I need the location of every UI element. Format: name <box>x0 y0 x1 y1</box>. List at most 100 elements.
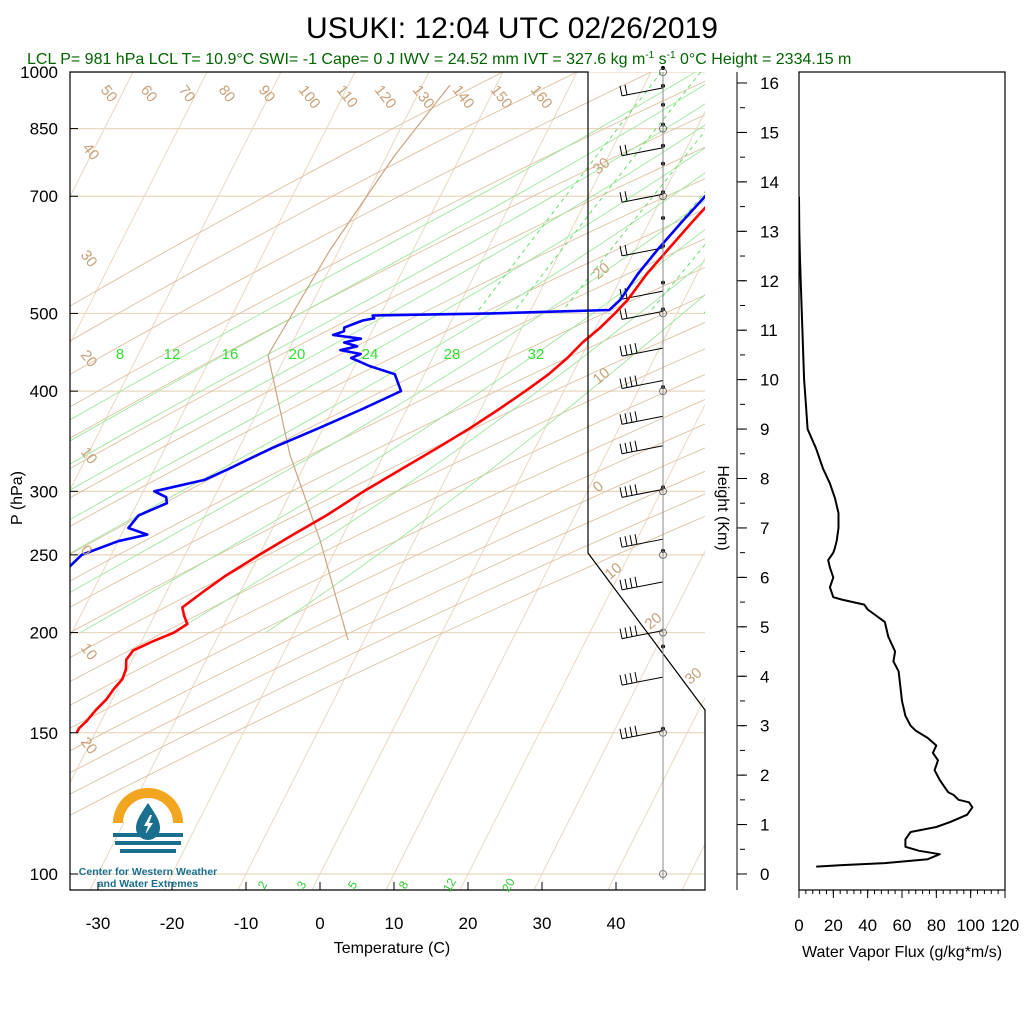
x-tick-label: -10 <box>234 914 259 933</box>
y-tick-label: 400 <box>30 382 58 401</box>
wind-barb <box>619 84 664 97</box>
dry-adiabat-line <box>70 447 705 752</box>
dry-adiabat-line <box>70 470 705 774</box>
wind-barb-feather <box>629 412 633 423</box>
mixing-ratio-label: 28 <box>444 346 461 363</box>
flux-frame <box>798 71 1006 891</box>
flux-line <box>799 196 974 868</box>
y-tick-label: 500 <box>30 304 58 323</box>
wind-barb-feather <box>629 672 633 684</box>
moist-adiabat-line <box>70 72 696 421</box>
isotherm-label: 20 <box>77 734 101 758</box>
dry-adiabat-line <box>70 238 705 555</box>
wind-barb-feather <box>624 345 628 356</box>
logo-text-line1: Center for Western Weather <box>79 866 217 878</box>
flux-x-tick-label: 40 <box>858 916 877 935</box>
mixing-ratio-label: 24 <box>362 346 379 363</box>
wind-barb-feather <box>634 725 638 736</box>
mixing-ratio-label: 8 <box>116 346 124 363</box>
isotherm-label-right: 30 <box>682 664 706 688</box>
isotherm-label-right: 0 <box>590 478 607 496</box>
skewt-background-lines <box>70 72 705 890</box>
mixing-ratio-label: 32 <box>528 346 545 363</box>
y-tick-label: 200 <box>30 624 58 643</box>
wind-barb-feather <box>624 727 628 738</box>
y-tick-label: 150 <box>30 724 58 743</box>
wind-barb-feather <box>634 484 638 495</box>
dry-adiabat-line <box>70 321 705 634</box>
wind-barb-feather <box>629 441 633 452</box>
wind-barb-feather <box>634 576 638 587</box>
isotherm-label: 20 <box>77 347 101 371</box>
wind-barb-staff <box>621 415 664 425</box>
wind-barb-staff <box>621 445 664 455</box>
wind-barb-feather <box>624 84 628 95</box>
isotherm-line <box>163 72 578 890</box>
isotherm-label: 100 <box>295 82 324 112</box>
wind-barb <box>619 308 664 320</box>
moist-adiabat-line <box>265 294 705 633</box>
flux-y-axis-label: Height (Km) <box>714 465 731 550</box>
wind-barb-feather <box>619 378 623 389</box>
wind-barb <box>619 343 664 357</box>
flux-x-tick-label: 80 <box>927 916 946 935</box>
wind-barb-feather <box>634 440 638 451</box>
dry-adiabat-line <box>70 266 705 582</box>
isotherm-label: 120 <box>371 82 400 112</box>
isotherm-line <box>533 550 705 890</box>
isotherm-label: 160 <box>527 82 556 112</box>
wind-barb <box>619 576 664 591</box>
wind-barb-staff <box>621 630 664 640</box>
wind-barb <box>619 375 664 390</box>
isotherm-line <box>70 72 282 491</box>
wind-barb-feather <box>624 673 628 685</box>
wind-barb-feather <box>624 627 628 638</box>
wind-barb-feather <box>619 346 623 357</box>
y-tick-label: 300 <box>30 482 58 501</box>
isotherm-line <box>89 72 504 890</box>
wind-barb-feather <box>624 578 628 589</box>
isotherm-line <box>607 696 705 890</box>
wind-barb-feather <box>629 376 633 387</box>
wind-barb-feather <box>624 308 628 319</box>
flux-y-tick-label: 1 <box>760 816 769 835</box>
dry-adiabat-line <box>70 72 653 375</box>
isotherm-label: 10 <box>77 640 101 664</box>
logo-bolt-icon <box>144 815 153 835</box>
flux-y-tick-label: 4 <box>760 667 769 686</box>
mixing-ratio-line <box>560 130 705 314</box>
flux-y-tick-label: 13 <box>760 222 779 241</box>
isotherm-label: 150 <box>487 82 516 112</box>
logo-sun-arc <box>113 788 183 823</box>
moist-adiabat-line <box>70 103 705 465</box>
dry-adiabat-line <box>70 146 705 470</box>
mixing-ratio-line <box>648 243 705 314</box>
wind-barb-staff <box>621 538 664 548</box>
isotherm-line <box>311 110 705 890</box>
flux-x-tick-label: 60 <box>893 916 912 935</box>
wind-barb-feather <box>634 411 638 422</box>
x-tick-label: -20 <box>160 914 185 933</box>
wind-barb-feather <box>619 537 623 548</box>
isotherm-line <box>459 403 705 890</box>
dry-adiabat-line <box>70 80 705 408</box>
flux-y-tick-label: 6 <box>760 568 769 587</box>
stats-sup2: -1 <box>667 50 676 61</box>
skewt-series <box>70 194 705 734</box>
dry-adiabat-line <box>70 423 705 729</box>
isotherm-line <box>70 72 356 638</box>
flux-x-tick-label: 20 <box>824 916 843 935</box>
wind-barb-feather <box>619 628 623 639</box>
wind-barb <box>619 144 664 157</box>
y-axis-label: P (hPa) <box>9 471 26 525</box>
isotherm-label: 90 <box>255 82 279 106</box>
wind-barb-feather <box>634 625 638 636</box>
wind-barb-feather <box>619 443 623 454</box>
wind-barb-feather <box>629 485 633 496</box>
y-tick-label: 700 <box>30 187 58 206</box>
dry-adiabat-line <box>70 348 705 658</box>
wind-barb-staff <box>621 310 664 320</box>
